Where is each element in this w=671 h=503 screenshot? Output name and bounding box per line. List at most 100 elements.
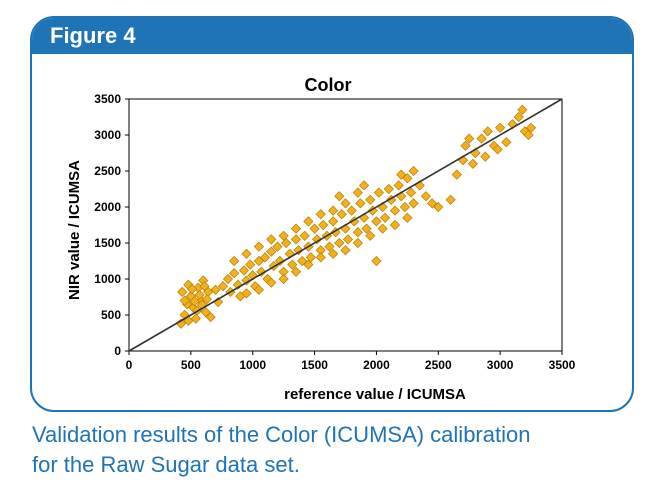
data-point xyxy=(445,194,456,205)
data-point xyxy=(355,198,366,209)
data-point xyxy=(328,205,339,216)
data-point xyxy=(189,296,200,307)
data-point xyxy=(256,266,267,277)
data-point xyxy=(451,169,462,180)
data-point xyxy=(200,307,211,318)
data-point xyxy=(365,230,376,241)
data-point xyxy=(492,144,503,155)
data-point xyxy=(217,281,229,292)
data-point xyxy=(340,245,351,256)
data-point xyxy=(513,111,524,123)
x-tick-label: 3000 xyxy=(487,358,514,372)
y-tick-label: 2000 xyxy=(94,200,121,214)
data-point xyxy=(177,286,188,298)
data-point xyxy=(334,237,345,249)
caption-line-2: for the Raw Sugar data set. xyxy=(32,452,300,477)
data-point xyxy=(309,223,320,234)
data-point xyxy=(238,265,250,276)
y-tick-label: 500 xyxy=(101,308,121,322)
data-point xyxy=(501,137,512,148)
data-point xyxy=(367,205,378,216)
data-point xyxy=(247,270,258,281)
data-point xyxy=(365,194,376,205)
plot-area-frame xyxy=(128,98,563,352)
data-point xyxy=(340,198,351,209)
data-point xyxy=(495,122,506,133)
data-point xyxy=(460,140,471,151)
x-tick-label: 1500 xyxy=(301,358,328,372)
data-point xyxy=(402,212,413,223)
data-point xyxy=(222,273,234,285)
data-point xyxy=(349,216,360,227)
data-point xyxy=(361,223,372,234)
x-tick-label: 1000 xyxy=(239,358,266,372)
data-point xyxy=(476,133,487,144)
data-point xyxy=(241,248,252,259)
data-point xyxy=(336,209,347,220)
data-point xyxy=(371,216,382,227)
data-point xyxy=(241,288,252,299)
data-point xyxy=(186,283,198,295)
data-point xyxy=(259,252,271,263)
data-point xyxy=(272,241,283,252)
data-point xyxy=(303,216,314,227)
data-point xyxy=(420,191,432,202)
data-point xyxy=(278,230,289,241)
data-point xyxy=(467,158,479,169)
data-point xyxy=(427,198,438,209)
data-point xyxy=(245,259,256,270)
data-point xyxy=(383,183,394,195)
data-point xyxy=(389,219,401,231)
data-point xyxy=(266,234,277,245)
data-point xyxy=(179,295,190,306)
data-point xyxy=(299,230,310,241)
x-tick-label: 3500 xyxy=(549,358,576,372)
data-point xyxy=(183,315,194,326)
data-point xyxy=(324,241,335,252)
data-point xyxy=(328,248,339,259)
data-point xyxy=(373,187,384,198)
data-point xyxy=(303,259,314,270)
data-point xyxy=(379,212,391,223)
data-point xyxy=(342,234,354,245)
data-point xyxy=(352,227,363,238)
y-tick-label: 3500 xyxy=(94,92,121,106)
data-point xyxy=(377,223,388,234)
data-point xyxy=(346,205,357,216)
data-point xyxy=(464,133,475,144)
x-tick-label: 0 xyxy=(126,358,133,372)
data-point xyxy=(201,294,213,305)
data-point xyxy=(287,259,298,270)
data-point xyxy=(334,191,345,202)
data-point xyxy=(205,312,216,323)
data-point xyxy=(318,219,329,231)
data-point xyxy=(328,216,339,227)
y-tick-label: 3000 xyxy=(94,128,121,142)
data-point xyxy=(241,275,252,286)
data-point xyxy=(290,266,302,277)
figure-panel: Figure 4 Color NIR value / ICUMSA refere… xyxy=(30,16,634,412)
data-point xyxy=(358,180,370,191)
y-tick-label: 2500 xyxy=(94,164,121,178)
data-point xyxy=(352,187,363,198)
data-point xyxy=(315,252,326,263)
data-point xyxy=(315,209,326,220)
x-axis-label: reference value / ICUMSA xyxy=(284,386,466,403)
data-point xyxy=(399,201,410,213)
caption-line-1: Validation results of the Color (ICUMSA)… xyxy=(32,422,531,447)
data-point xyxy=(371,255,382,267)
y-tick-label: 0 xyxy=(114,344,121,358)
data-point xyxy=(290,234,302,245)
data-point xyxy=(396,169,407,180)
data-point xyxy=(210,284,221,295)
data-point xyxy=(389,205,401,216)
data-point xyxy=(517,104,528,115)
chart-title: Color xyxy=(305,75,352,95)
data-point xyxy=(523,129,534,141)
data-point xyxy=(274,255,286,267)
data-point xyxy=(290,223,302,234)
data-point xyxy=(293,245,304,256)
x-tick-label: 500 xyxy=(181,358,201,372)
data-point xyxy=(199,281,210,292)
data-point xyxy=(405,187,417,198)
